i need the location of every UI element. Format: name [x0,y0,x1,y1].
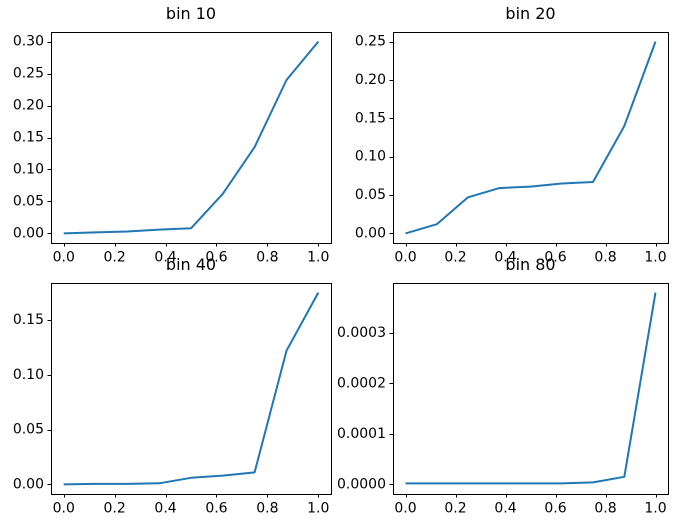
data-line [63,292,320,486]
y-tick-label: 0.0002 [337,375,386,391]
x-tick-label: 0.2 [104,501,126,517]
y-tick-label: 0.05 [13,193,44,209]
y-tick-label: 0.25 [355,34,386,50]
y-tick-label: 0.10 [355,149,386,165]
y-tick-label: 0.0001 [337,426,386,442]
x-tick-label: 0.0 [53,250,75,266]
x-tick-label: 0.6 [205,250,227,266]
x-tick-label: 1.0 [307,501,329,517]
x-tick-label: 0.2 [444,250,466,266]
y-tick-label: 0.10 [13,367,44,383]
subplot-title-bin-10: bin 10 [165,4,217,23]
x-tick-label: 0.8 [256,501,278,517]
data-line [405,292,657,485]
x-tick-label: 0.0 [394,501,416,517]
axes-frame [393,32,669,244]
y-tick-label: 0.00 [13,476,44,492]
subplot-bin-80: 0.0 0.2 0.4 0.6 0.8 1.0 0.0000 0.0001 0.0002 0.00… [337,283,669,517]
x-tick-label: 1.0 [644,501,666,517]
y-tick-label: 0.20 [13,98,44,114]
subplot-bin-10: 0.0 0.2 0.4 0.6 0.8 1.0 0.00 0.05 0.10 0.15 0.20 0.… [13,32,332,266]
x-tick-label: 1.0 [307,250,329,266]
subplot-bin-40: 0.0 0.2 0.4 0.6 0.8 1.0 0.00 0.05 0.10 0.15 [13,283,332,517]
x-tick-label: 1.0 [644,250,666,266]
x-tick-label: 0.2 [104,250,126,266]
y-tick-label: 0.00 [13,225,44,241]
y-tick-label: 0.15 [13,130,44,146]
data-line [405,41,657,235]
axes-frame [51,283,332,495]
x-tick-label: 0.4 [154,501,176,517]
y-tick-label: 0.25 [13,66,44,82]
y-tick-label: 0.00 [355,225,386,241]
subplot-bin-20: 0.0 0.2 0.4 0.6 0.8 1.0 0.00 0.05 0.10 0.15 0.20 0.… [355,32,669,266]
y-tick-label: 0.15 [13,312,44,328]
x-tick-label: 0.8 [256,250,278,266]
x-tick-label: 0.6 [205,501,227,517]
x-tick-label: 0.6 [544,501,566,517]
axes-frame [51,32,332,244]
y-tick-label: 0.30 [13,34,44,50]
y-tick-label: 0.10 [13,161,44,177]
subplot-title-bin-40: bin 40 [165,255,217,274]
x-tick-label: 0.0 [53,501,75,517]
y-tick-label: 0.0003 [337,325,386,341]
y-tick-label: 0.20 [355,72,386,88]
data-line [63,40,320,235]
x-tick-label: 0.8 [594,250,616,266]
subplot-title-bin-20: bin 20 [505,4,556,23]
x-tick-label: 0.4 [494,501,516,517]
x-tick-label: 0.6 [544,250,566,266]
y-tick-label: 0.05 [13,422,44,438]
x-tick-label: 0.4 [494,250,516,266]
y-tick-label: 0.15 [355,110,386,126]
x-tick-label: 0.8 [594,501,616,517]
subplot-title-bin-80: bin 80 [505,255,556,274]
x-tick-label: 0.0 [394,250,416,266]
y-tick-label: 0.0000 [337,476,386,492]
x-tick-label: 0.4 [154,250,176,266]
x-tick-label: 0.2 [444,501,466,517]
y-tick-label: 0.05 [355,187,386,203]
axes-frame [393,283,669,495]
